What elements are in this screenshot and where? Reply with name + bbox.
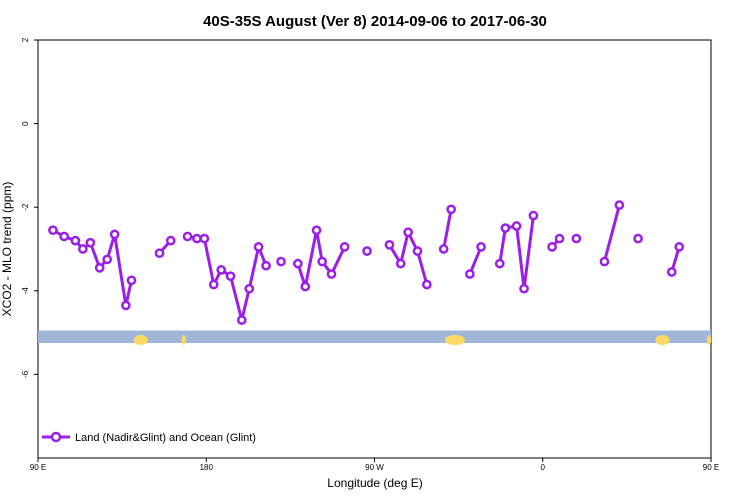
data-point	[476, 242, 486, 252]
legend-marker	[50, 431, 62, 443]
data-point	[311, 225, 322, 236]
data-point	[261, 260, 271, 271]
data-point	[244, 283, 255, 294]
land-patch	[133, 335, 148, 346]
series-line	[468, 246, 483, 275]
data-point	[554, 233, 565, 244]
land-patches	[133, 335, 712, 346]
x-tick-label: 90 E	[30, 463, 46, 472]
data-point	[216, 265, 227, 275]
data-point	[94, 262, 105, 273]
data-point	[154, 248, 165, 259]
series-lines	[52, 204, 681, 322]
data-point	[85, 237, 96, 248]
data-point	[395, 258, 406, 269]
data-point	[102, 254, 113, 265]
data-point	[339, 242, 350, 252]
data-point	[199, 233, 210, 244]
series-line	[442, 209, 453, 250]
y-tick-label: 2	[21, 37, 30, 42]
chart-title: 40S-35S August (Ver 8) 2014-09-06 to 201…	[203, 13, 547, 30]
data-point	[464, 269, 475, 279]
x-tick-label: 90 E	[703, 463, 719, 472]
data-point	[78, 244, 88, 254]
x-tick-label: 180	[200, 463, 214, 472]
y-axis: 2 0 -2 -4 -6	[21, 37, 38, 378]
x-axis: 90 E 180 90 W 0 90 E	[30, 458, 719, 472]
series-points	[48, 200, 685, 325]
data-point	[236, 315, 247, 325]
land-patch	[655, 335, 670, 346]
data-point	[494, 258, 505, 269]
data-point	[614, 200, 625, 210]
plot-area: 2 0 -2 -4 -6 90 E 180 90 W 0 90 E	[21, 37, 719, 472]
plot-frame	[37, 39, 712, 459]
data-point	[547, 242, 557, 252]
series-line	[602, 204, 621, 262]
data-point	[403, 227, 413, 238]
land-patch	[707, 335, 712, 346]
data-point	[293, 258, 303, 269]
data-point	[182, 231, 193, 242]
data-point	[225, 271, 236, 282]
data-point	[59, 231, 70, 242]
data-point	[421, 279, 432, 290]
series-line	[52, 228, 133, 307]
data-point	[48, 225, 58, 236]
data-point	[438, 244, 449, 254]
data-point	[326, 269, 337, 279]
land-patch	[181, 335, 186, 346]
y-axis-label: XCO2 - MLO trend (ppm)	[0, 182, 14, 317]
data-point	[519, 283, 529, 294]
land-patch	[444, 335, 465, 346]
data-point	[276, 256, 286, 267]
data-point	[165, 235, 176, 246]
data-point	[121, 300, 131, 311]
series-line	[388, 230, 429, 285]
data-point	[362, 246, 372, 256]
surface-band	[38, 330, 711, 344]
legend-label: Land (Nadir&Glint) and Ocean (Glint)	[75, 432, 256, 444]
data-point	[317, 256, 328, 267]
y-tick-label: -6	[21, 370, 30, 378]
data-point	[500, 223, 511, 233]
y-tick-label: -2	[21, 203, 30, 211]
data-point	[666, 267, 677, 277]
legend: Land (Nadir&Glint) and Ocean (Glint)	[42, 431, 256, 444]
data-point	[126, 275, 137, 286]
data-point	[70, 235, 81, 246]
x-tick-label: 0	[541, 463, 546, 472]
data-point	[208, 279, 219, 290]
data-point	[633, 233, 643, 244]
data-point	[674, 242, 685, 252]
data-point	[384, 239, 395, 250]
y-tick-label: -4	[21, 287, 30, 295]
data-point	[192, 233, 202, 244]
data-point	[446, 204, 456, 215]
data-point	[599, 256, 610, 267]
x-tick-label: 90 W	[365, 463, 384, 472]
data-point	[511, 221, 522, 231]
data-point	[571, 233, 582, 244]
data-point	[253, 242, 264, 252]
x-axis-label: Longitude (deg E)	[327, 476, 422, 490]
data-point	[412, 246, 423, 256]
data-point	[528, 210, 539, 221]
data-point	[300, 281, 311, 292]
data-point	[109, 229, 120, 240]
y-tick-label: 0	[21, 121, 30, 126]
